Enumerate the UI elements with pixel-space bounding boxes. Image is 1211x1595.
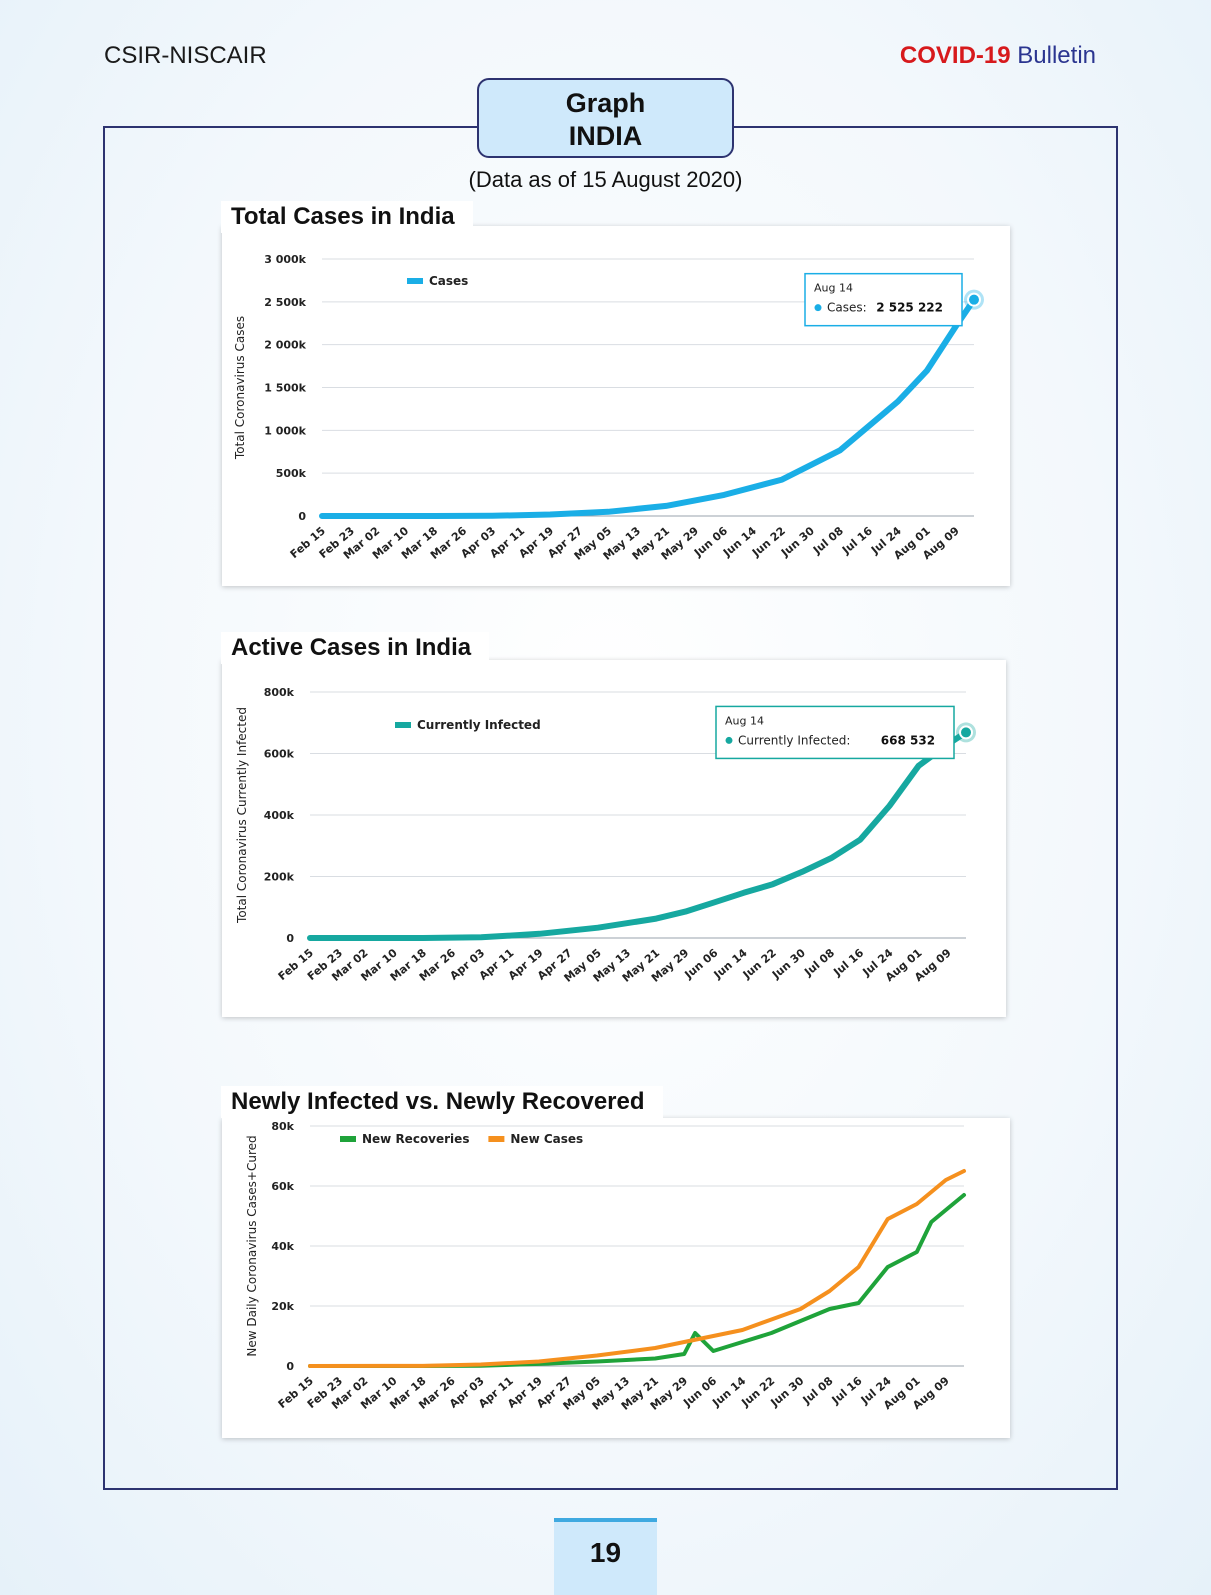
x-tick-label: Jun 30 — [768, 1374, 807, 1410]
y-tick-label: 600k — [264, 748, 295, 761]
y-axis-label: Total Coronavirus Cases — [233, 316, 247, 460]
y-tick-label: 1 000k — [264, 424, 306, 437]
series-currently-infected-line — [307, 729, 969, 941]
y-tick-label: 80k — [271, 1120, 294, 1133]
tooltip-value: 668 532 — [881, 733, 935, 747]
page-number: 19 — [554, 1518, 657, 1595]
bulletin-accent: COVID-19 — [899, 42, 1011, 69]
y-tick-label: 2 500k — [264, 296, 306, 309]
tooltip-dot — [725, 736, 733, 744]
legend-label: New Cases — [510, 1132, 583, 1146]
legend-swatch — [488, 1136, 505, 1142]
y-tick-label: 0 — [286, 1360, 294, 1373]
y-tick-label: 3 000k — [264, 253, 306, 266]
y-tick-label: 200k — [264, 871, 295, 884]
legend-label: Currently Infected — [417, 718, 541, 732]
legend-swatch — [395, 722, 411, 728]
highlight-point — [959, 725, 973, 740]
graph-title-box: Graph INDIA — [477, 78, 734, 158]
x-tick-label: Jun 30 — [769, 946, 808, 982]
y-tick-label: 0 — [298, 510, 306, 523]
publisher-name: CSIR-NISCAIR — [104, 42, 267, 69]
chart-card-new-cases: 0 20k 40k 60k 80k Feb 15 Feb 23 Mar 02 Mar 10 Mar… — [222, 1118, 1010, 1438]
tooltip-box — [715, 705, 955, 760]
bulletin-word: Bulletin — [1017, 42, 1096, 69]
tooltip-dot — [814, 304, 822, 312]
chart-title-total-cases: Total Cases in India — [221, 201, 473, 233]
y-tick-label: 500k — [276, 467, 307, 480]
chart-card-active-cases: 0 200k 400k 600k 800k Feb 15 Feb 23 Mar 02 Mar 1… — [222, 660, 1006, 1017]
chart-card-total-cases: 0 500k 1 000k 1 500k 2 000k 2 500k 3 000k Feb 1… — [222, 226, 1010, 586]
x-tick-label: Jul 08 — [800, 1374, 836, 1407]
series-new-cases-line — [308, 1169, 966, 1368]
x-tick-label: Jul 16 — [839, 524, 875, 557]
graph-title-line1: Graph — [565, 88, 646, 118]
y-axis-label: New Daily Coronavirus Cases+Cured — [245, 1135, 259, 1356]
data-as-of: (Data as of 15 August 2020) — [468, 167, 743, 192]
y-axis-label: Total Coronavirus Currently Infected — [235, 707, 249, 924]
y-tick-label: 40k — [271, 1240, 294, 1253]
x-tick-label: Jul 16 — [830, 946, 866, 979]
x-tick-label: Jul 16 — [829, 1374, 865, 1407]
series-new-recoveries-line — [308, 1193, 966, 1368]
y-tick-label: 2 000k — [264, 339, 306, 352]
tooltip-box — [804, 272, 963, 327]
y-tick-label: 1 500k — [264, 382, 306, 395]
y-tick-label: 60k — [271, 1180, 294, 1193]
tooltip-date: Aug 14 — [725, 714, 764, 727]
tooltip-label: Cases: — [827, 301, 867, 315]
x-tick-label: Jul 08 — [810, 524, 846, 557]
chart-title-new-cases: Newly Infected vs. Newly Recovered — [221, 1086, 663, 1118]
x-tick-label: Jul 08 — [801, 946, 837, 979]
graph-title-line2: INDIA — [568, 121, 643, 151]
legend-label: Cases — [429, 274, 468, 288]
y-tick-label: 800k — [264, 686, 295, 699]
legend-label: New Recoveries — [362, 1132, 469, 1146]
y-tick-label: 400k — [264, 809, 295, 822]
tooltip-date: Aug 14 — [814, 282, 853, 295]
tooltip-label: Currently Infected: — [738, 733, 850, 747]
legend-swatch — [407, 278, 423, 284]
chart-title-active-cases: Active Cases in India — [221, 632, 490, 664]
series-cases-line — [319, 296, 977, 519]
bulletin-title: COVID-19 Bulletin — [900, 42, 1096, 70]
tooltip-value: 2 525 222 — [876, 301, 943, 315]
y-tick-label: 20k — [271, 1300, 294, 1313]
highlight-point — [967, 292, 981, 307]
legend-swatch — [340, 1136, 356, 1142]
y-tick-label: 0 — [286, 932, 294, 945]
